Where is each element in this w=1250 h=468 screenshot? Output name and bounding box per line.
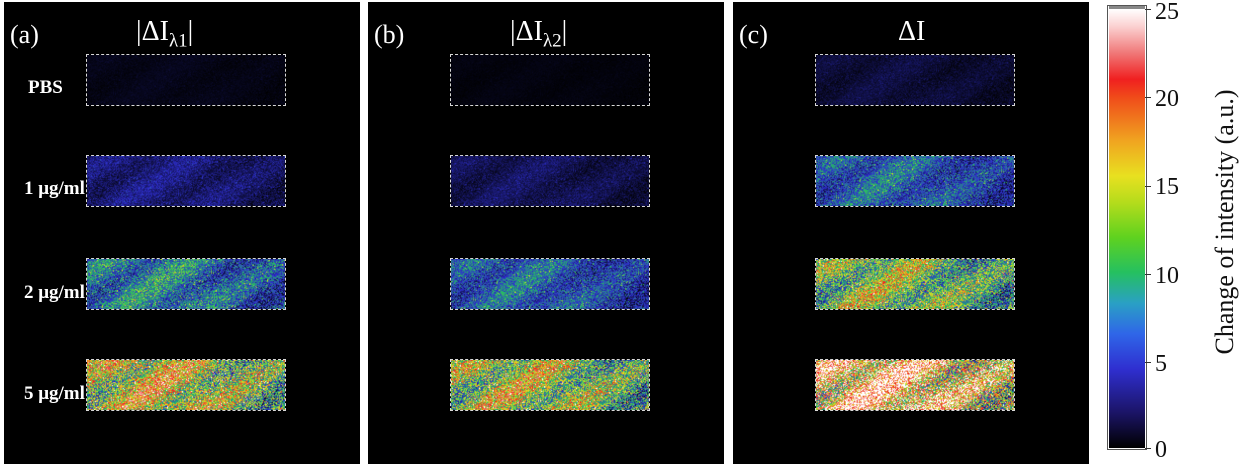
roi-5ugml [86,359,286,411]
roi-5ugml [450,359,650,411]
colorbar-tick [1145,97,1151,98]
roi-2ugml [815,258,1015,310]
colorbar-tick-label: 0 [1155,437,1167,463]
colorbar-tick [1145,274,1151,275]
roi-pbs [86,54,286,106]
colorbar-tick-label: 10 [1155,263,1179,289]
colorbar-tick [1145,362,1151,363]
roi-2ugml [86,258,286,310]
panel-label: (c) [739,20,768,49]
colorbar-gradient [1109,9,1145,448]
colorbar-tick-label: 15 [1155,174,1179,200]
roi-1ugml [450,155,650,207]
roi-2ugml [450,258,650,310]
colorbar-label: Change of intensity (a.u.) [1210,89,1239,355]
panel-label: (a) [10,20,39,49]
panel-title: ΔI [898,16,926,47]
row-label-5: 5 μg/ml [24,383,85,404]
roi-1ugml [815,155,1015,207]
panel-b: (b) |ΔIλ2| [368,2,724,464]
colorbar [1107,5,1147,450]
colorbar-top-cap [1109,6,1145,9]
row-label-pbs: PBS [28,77,63,98]
colorbar-tick-label: 5 [1155,351,1167,377]
roi-5ugml [815,359,1015,411]
colorbar-tick-label: 25 [1155,0,1179,25]
colorbar-tick [1145,186,1151,187]
roi-pbs [815,54,1015,106]
panel-a: (a) |ΔIλ1| PBS 1 μg/ml 2 μg/ml 5 μg/ml [4,2,360,464]
row-label-1: 1 μg/ml [24,178,85,199]
colorbar-tick [1145,448,1151,449]
colorbar-tick [1145,9,1151,10]
panel-label: (b) [374,20,405,49]
row-label-2: 2 μg/ml [24,282,85,303]
roi-1ugml [86,155,286,207]
colorbar-tick-label: 20 [1155,86,1179,112]
roi-pbs [450,54,650,106]
panel-title: |ΔIλ2| [510,16,568,52]
panel-title: |ΔIλ1| [136,16,194,52]
panel-c: (c) ΔI [733,2,1089,464]
